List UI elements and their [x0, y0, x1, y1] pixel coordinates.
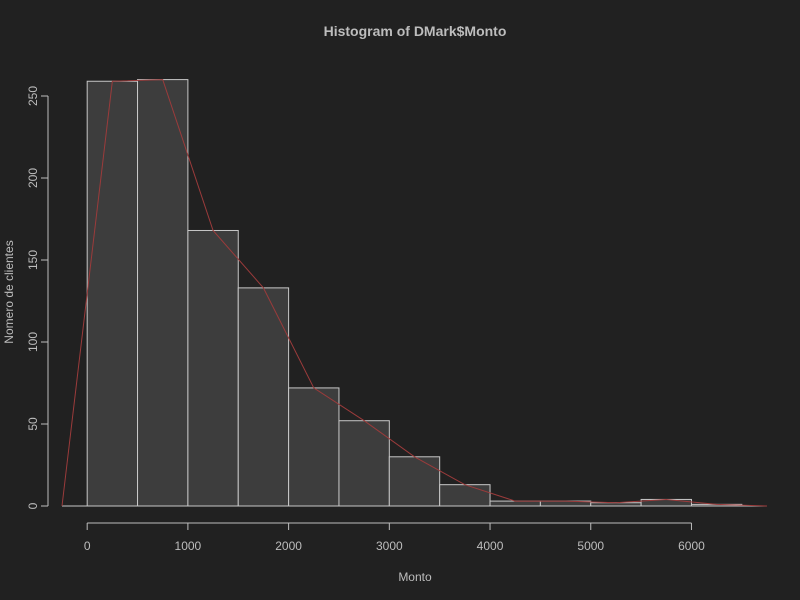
x-axis: 0 1000 2000 3000 4000 5000 6000 [84, 522, 705, 553]
chart-title: Histogram of DMark$Monto [324, 23, 507, 39]
y-tick-label: 50 [26, 417, 40, 431]
x-tick-label: 3000 [376, 539, 403, 553]
histogram-bar [489, 500, 541, 507]
histogram-bar [439, 484, 491, 507]
frequency-polygon-line [61, 79, 768, 507]
histogram-bar [388, 456, 441, 507]
histogram-bar [86, 80, 139, 507]
x-tick-label: 0 [84, 539, 91, 553]
y-axis-label: Nomero de clientes [2, 240, 16, 343]
y-tick-label: 0 [26, 502, 40, 509]
x-tick-label: 2000 [275, 539, 302, 553]
histogram-bar [288, 387, 340, 507]
histogram-bar [137, 79, 189, 507]
y-tick-label: 100 [26, 332, 40, 352]
y-tick-label: 150 [26, 250, 40, 270]
y-axis: 0 50 100 150 200 250 [26, 86, 49, 509]
frequency-polygon-group [61, 79, 768, 507]
y-tick-label: 250 [26, 86, 40, 106]
bars-group [62, 79, 767, 507]
x-tick-label: 6000 [678, 539, 705, 553]
x-axis-label: Monto [398, 570, 432, 584]
x-tick-label: 4000 [477, 539, 504, 553]
x-tick-label: 5000 [577, 539, 604, 553]
histogram-bar [237, 287, 290, 507]
histogram-bar [187, 229, 239, 507]
histogram-bar [338, 420, 390, 507]
x-tick-label: 1000 [175, 539, 202, 553]
y-tick-label: 200 [26, 168, 40, 188]
